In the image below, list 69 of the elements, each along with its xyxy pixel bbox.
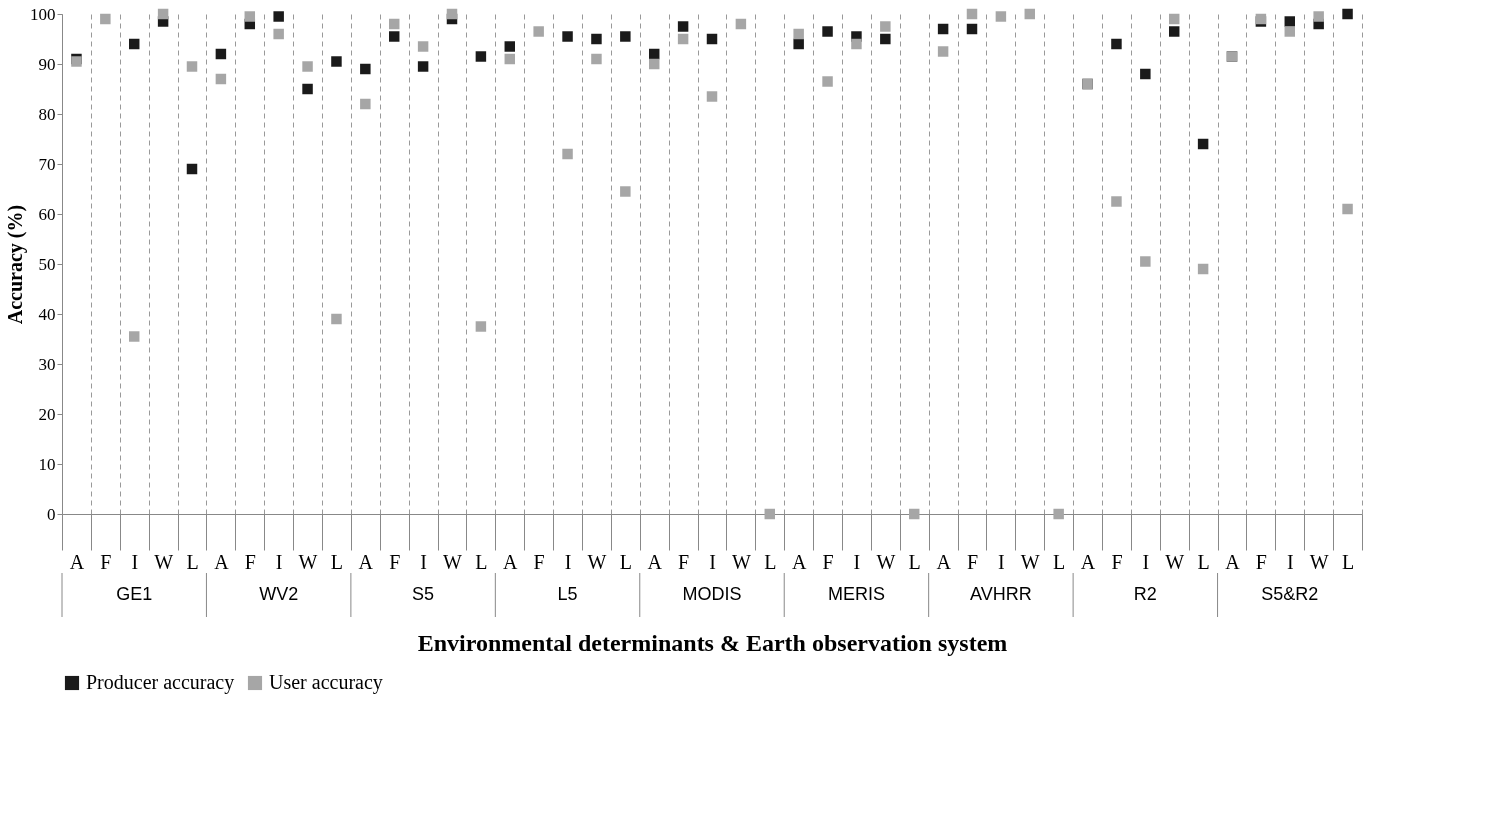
y-tick-label: 30 bbox=[38, 354, 56, 374]
text: WV2 bbox=[259, 584, 299, 604]
legend-label: Producer accuracy bbox=[86, 671, 235, 694]
x-tick-label: A bbox=[358, 550, 374, 573]
x-tick-label: W bbox=[876, 550, 896, 573]
text: S5 bbox=[412, 584, 435, 604]
y-tick-label: 20 bbox=[38, 404, 56, 424]
x-tick-label: L bbox=[1053, 550, 1066, 573]
y-tick-label: 50 bbox=[38, 254, 56, 274]
x-tick-label: A bbox=[647, 550, 663, 573]
text: AVHRR bbox=[970, 584, 1032, 604]
x-tick-label: L bbox=[1341, 550, 1355, 573]
x-tick-label: F bbox=[1111, 550, 1123, 573]
x-tick-label: I bbox=[131, 550, 139, 573]
legend-label: User accuracy bbox=[269, 671, 383, 694]
x-tick-label: A bbox=[1080, 550, 1096, 573]
x-tick-label: I bbox=[275, 550, 283, 573]
x-tick-label: A bbox=[69, 550, 85, 573]
x-tick-label: A bbox=[791, 550, 807, 573]
x-tick-label: F bbox=[1255, 550, 1267, 573]
y-tick-label: 90 bbox=[38, 54, 56, 74]
x-tick-label: A bbox=[503, 550, 519, 573]
y-axis-title: Accuracy (%) bbox=[4, 204, 27, 325]
x-tick-label: W bbox=[298, 550, 318, 573]
text: R2 bbox=[1133, 584, 1157, 604]
text: MODIS bbox=[682, 584, 742, 604]
x-tick-label: I bbox=[1286, 550, 1294, 573]
y-tick-label: 100 bbox=[30, 4, 56, 24]
x-tick-label: F bbox=[389, 550, 401, 573]
y-tick-label: 10 bbox=[38, 454, 56, 474]
x-tick-label: F bbox=[100, 550, 112, 573]
text: MERIS bbox=[827, 584, 885, 604]
text: L5 bbox=[557, 584, 578, 604]
y-tick-label: 80 bbox=[38, 104, 56, 124]
x-tick-label: I bbox=[420, 550, 427, 573]
x-tick-label: L bbox=[186, 550, 199, 573]
x-tick-label: I bbox=[998, 550, 1005, 573]
x-tick-label: I bbox=[709, 550, 716, 573]
x-tick-label: F bbox=[533, 550, 545, 573]
text: S5&R2 bbox=[1261, 584, 1319, 604]
x-tick-label: W bbox=[731, 550, 751, 573]
x-tick-label: W bbox=[1020, 550, 1040, 573]
x-tick-label: L bbox=[764, 550, 777, 573]
x-tick-label: L bbox=[619, 550, 632, 573]
x-axis-title: Environmental determinants & Earth observation system bbox=[417, 629, 1008, 656]
y-tick-label: 0 bbox=[47, 504, 56, 524]
x-tick-label: A bbox=[214, 550, 230, 573]
y-tick-label: 60 bbox=[38, 204, 56, 224]
x-tick-label: W bbox=[587, 550, 607, 573]
x-tick-label: F bbox=[966, 550, 979, 573]
x-tick-label: F bbox=[244, 550, 256, 573]
x-tick-label: A bbox=[1225, 550, 1241, 573]
x-tick-label: F bbox=[678, 550, 690, 573]
x-tick-label: W bbox=[154, 550, 174, 573]
x-tick-label: L bbox=[330, 550, 344, 573]
x-tick-label: L bbox=[475, 550, 488, 573]
text: GE1 bbox=[116, 584, 153, 604]
y-tick-label: 40 bbox=[38, 304, 56, 324]
x-tick-label: L bbox=[908, 550, 921, 573]
x-tick-label: W bbox=[443, 550, 463, 573]
x-tick-label: F bbox=[822, 550, 834, 573]
x-tick-label: I bbox=[853, 550, 861, 573]
y-tick-label: 70 bbox=[38, 154, 56, 174]
x-tick-label: A bbox=[936, 550, 952, 573]
x-tick-label: I bbox=[564, 550, 572, 573]
x-tick-label: L bbox=[1197, 550, 1210, 573]
x-tick-label: W bbox=[1165, 550, 1185, 573]
x-tick-label: W bbox=[1309, 550, 1329, 573]
x-tick-label: I bbox=[1142, 550, 1150, 573]
